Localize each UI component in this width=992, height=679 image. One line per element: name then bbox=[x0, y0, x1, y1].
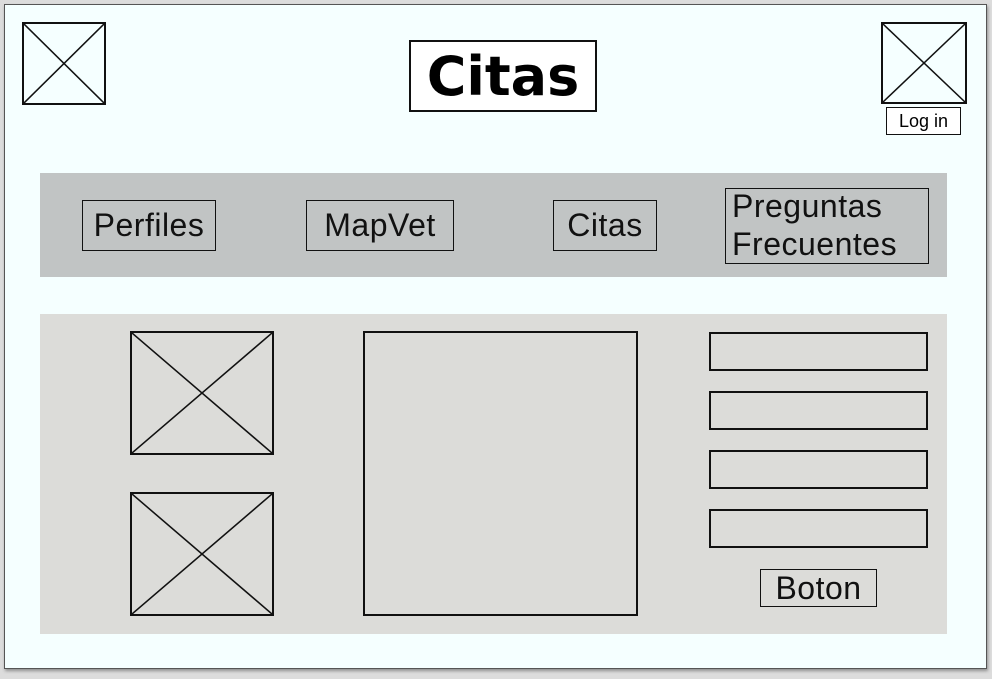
avatar[interactable] bbox=[881, 22, 967, 104]
image-placeholder-icon bbox=[24, 24, 104, 103]
submit-button[interactable]: Boton bbox=[760, 569, 877, 607]
form-field[interactable] bbox=[709, 391, 928, 430]
page-title: Citas bbox=[409, 40, 597, 112]
form-field[interactable] bbox=[709, 332, 928, 371]
image-placeholder bbox=[130, 492, 274, 616]
image-placeholder-icon bbox=[132, 333, 272, 453]
logo-image-placeholder bbox=[22, 22, 106, 105]
nav-item-perfiles[interactable]: Perfiles bbox=[82, 200, 216, 251]
nav-bar bbox=[40, 173, 947, 277]
nav-item-label-line2: Frecuentes bbox=[732, 226, 898, 262]
nav-item-preguntas-frecuentes[interactable]: Preguntas Frecuentes bbox=[725, 188, 929, 264]
main-content-box bbox=[363, 331, 638, 616]
login-button[interactable]: Log in bbox=[886, 107, 961, 135]
image-placeholder-icon bbox=[883, 24, 965, 102]
form-field[interactable] bbox=[709, 450, 928, 489]
form-field[interactable] bbox=[709, 509, 928, 548]
nav-item-mapvet[interactable]: MapVet bbox=[306, 200, 454, 251]
image-placeholder-icon bbox=[132, 494, 272, 614]
nav-item-label-line1: Preguntas bbox=[732, 188, 883, 225]
image-placeholder bbox=[130, 331, 274, 455]
nav-item-citas[interactable]: Citas bbox=[553, 200, 657, 251]
